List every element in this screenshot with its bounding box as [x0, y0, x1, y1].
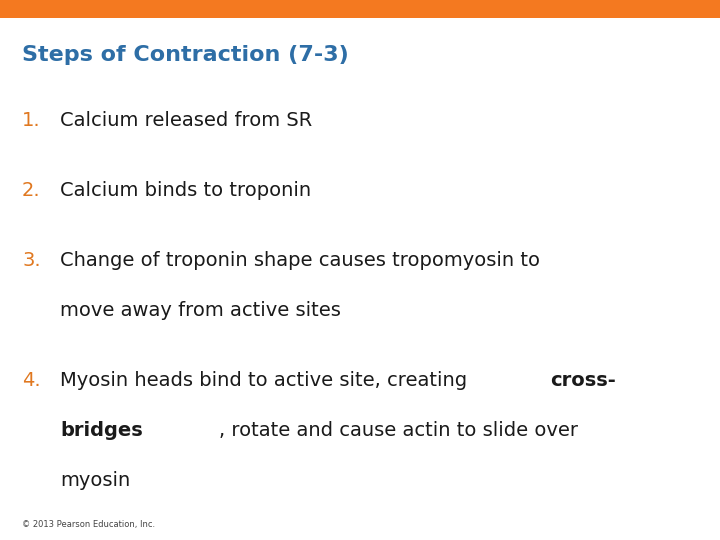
Text: Calcium binds to troponin: Calcium binds to troponin — [60, 180, 311, 199]
Text: bridges: bridges — [60, 421, 143, 440]
Text: 1.: 1. — [22, 111, 40, 130]
Text: 4.: 4. — [22, 370, 40, 389]
Text: 2.: 2. — [22, 180, 40, 199]
Text: Myosin heads bind to active site, creating: Myosin heads bind to active site, creati… — [60, 370, 473, 389]
Text: 3.: 3. — [22, 251, 40, 269]
Text: move away from active sites: move away from active sites — [60, 300, 341, 320]
Text: , rotate and cause actin to slide over: , rotate and cause actin to slide over — [220, 421, 578, 440]
Text: Steps of Contraction (7-3): Steps of Contraction (7-3) — [22, 45, 348, 65]
Text: © 2013 Pearson Education, Inc.: © 2013 Pearson Education, Inc. — [22, 521, 155, 530]
Text: myosin: myosin — [60, 470, 130, 489]
Text: cross-: cross- — [550, 370, 616, 389]
Bar — [0, 0, 720, 18]
Text: Calcium released from SR: Calcium released from SR — [60, 111, 312, 130]
Text: Change of troponin shape causes tropomyosin to: Change of troponin shape causes tropomyo… — [60, 251, 540, 269]
